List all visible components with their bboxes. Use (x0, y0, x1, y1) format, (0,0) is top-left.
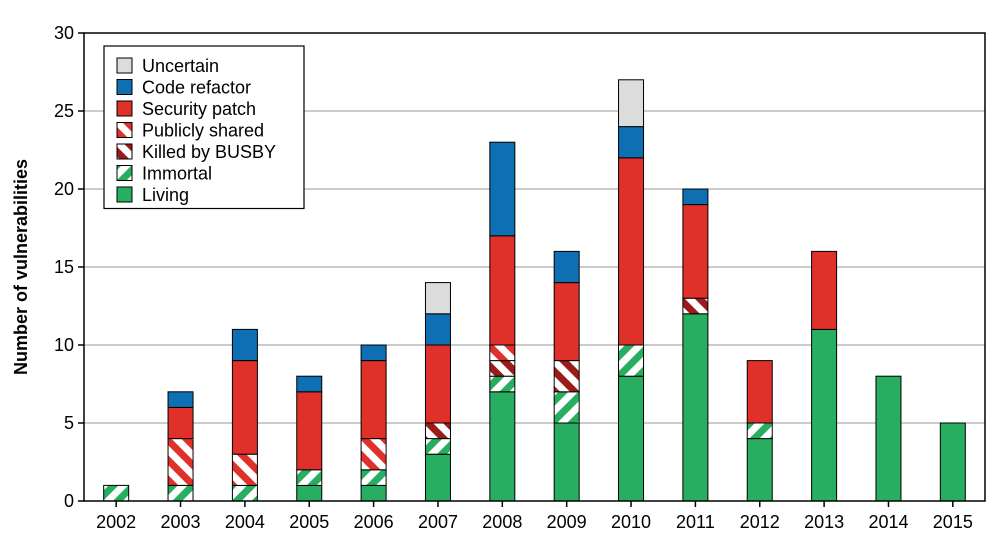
bar-segment (424, 344, 451, 424)
bar-segment (360, 469, 387, 486)
bar-segment (296, 391, 323, 471)
bar-segment (746, 438, 773, 502)
bar-segment (618, 126, 645, 159)
bar-segment (360, 360, 387, 440)
bar-segment (360, 344, 387, 362)
bar-segment (424, 453, 451, 502)
y-tick-label: 0 (64, 491, 74, 511)
bar-segment (103, 484, 130, 502)
bar-segment (618, 344, 645, 377)
axes (78, 32, 986, 507)
x-tick-label: 2012 (740, 512, 780, 532)
tick-labels: 0 5 10 15 20 25 30 2002 2003 2004 2005 2006 2007 2008… (54, 23, 973, 532)
bar-segment (296, 469, 323, 486)
legend-label: Publicly shared (142, 121, 264, 141)
x-tick-label: 2007 (418, 512, 458, 532)
bar-segment (682, 297, 709, 315)
bar-segment (489, 391, 516, 502)
bar-segment (296, 484, 323, 502)
bar-segment (618, 79, 645, 128)
legend-swatch (116, 79, 133, 95)
bar-segment (424, 313, 451, 346)
legend-swatch (116, 165, 133, 181)
x-tick-label: 2014 (868, 512, 908, 532)
legend-label: Immortal (142, 164, 212, 184)
x-tick-label: 2011 (676, 512, 715, 532)
bar-segment (553, 360, 580, 393)
x-tick-label: 2006 (354, 512, 394, 532)
x-tick-label: 2003 (161, 512, 201, 532)
legend-swatch (116, 57, 133, 74)
bar-segment (553, 391, 580, 424)
bar-segment (682, 204, 709, 299)
bar-segment (682, 313, 709, 502)
y-tick-label: 25 (54, 101, 74, 121)
y-axis-label: Number of vulnerabilities (11, 159, 31, 375)
bar-segment (424, 422, 451, 440)
bar-segment (424, 282, 451, 315)
bar-segment (489, 235, 516, 346)
bar-segment (746, 360, 773, 424)
x-tick-label: 2015 (933, 512, 973, 532)
x-tick-label: 2004 (225, 512, 265, 532)
y-tick-label: 10 (54, 335, 74, 355)
bar-segment (553, 282, 580, 362)
legend-box (103, 45, 305, 210)
bar-segment (618, 157, 645, 346)
bar-segment (746, 422, 773, 440)
bar-segment (424, 438, 451, 455)
bar-segment (682, 188, 709, 206)
bar-segment (811, 250, 838, 330)
legend-label: Security patch (142, 99, 256, 119)
y-tick-label: 5 (64, 413, 74, 433)
x-tick-label: 2013 (804, 512, 844, 532)
legend-label: Uncertain (142, 56, 219, 76)
legend-swatch (116, 100, 133, 117)
bar-segment (811, 328, 838, 502)
bar-segment (875, 375, 902, 502)
legend-swatch (116, 122, 133, 138)
x-tick-label: 2005 (289, 512, 329, 532)
bar-segment (939, 422, 966, 502)
bar-segment (489, 344, 516, 362)
bar-segment (489, 141, 516, 237)
y-tick-label: 30 (54, 23, 74, 43)
bar-segment (231, 484, 258, 502)
legend-swatch (116, 143, 133, 160)
legend-label: Code refactor (142, 78, 251, 98)
bar-segment (489, 360, 516, 377)
legend-label: Living (142, 185, 189, 205)
x-tick-label: 2010 (611, 512, 651, 532)
bar-segment (167, 391, 194, 408)
bar-segment (360, 484, 387, 502)
bar-segment (231, 453, 258, 486)
bar-segment (553, 250, 580, 284)
x-tick-label: 2002 (96, 512, 136, 532)
legend-swatch (116, 186, 133, 203)
x-tick-label: 2009 (547, 512, 587, 532)
y-tick-label: 15 (54, 257, 74, 277)
legend-label: Killed by BUSBY (142, 142, 276, 162)
bar-segment (296, 375, 323, 393)
bar-segment (167, 484, 194, 502)
bar-segment (231, 328, 258, 362)
bar-segment (167, 406, 194, 440)
x-tick-label: 2008 (482, 512, 522, 532)
bar-segment (167, 438, 194, 486)
bar-segment (553, 422, 580, 502)
bar-segment (489, 375, 516, 393)
bar-segment (618, 375, 645, 502)
bars (103, 79, 966, 502)
bar-segment (231, 360, 258, 455)
y-tick-label: 20 (54, 179, 74, 199)
bar-segment (360, 438, 387, 471)
